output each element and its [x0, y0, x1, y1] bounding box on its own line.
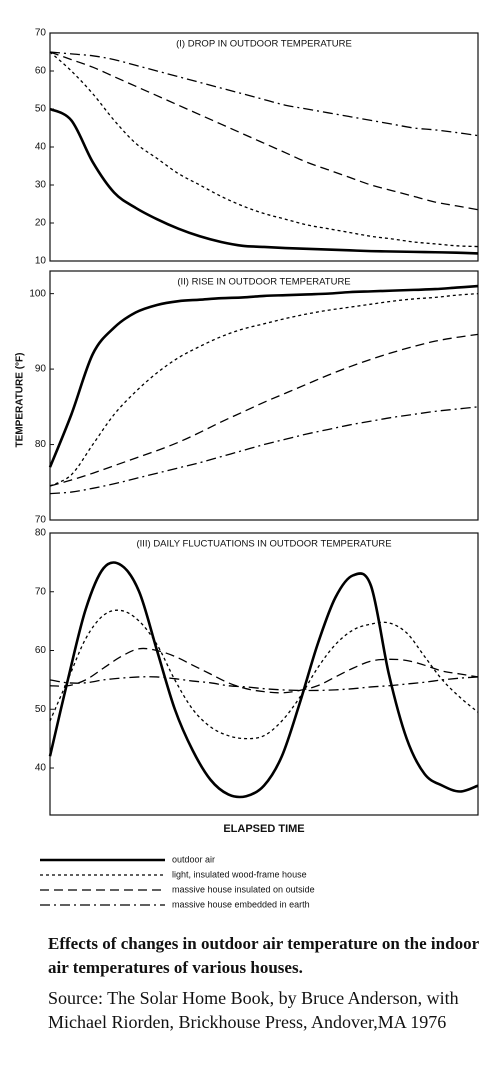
series-line	[49, 292, 479, 487]
panel-title: (III) DAILY FLUCTUATIONS IN OUTDOOR TEMP…	[136, 539, 391, 550]
y-tick-label: 90	[35, 364, 47, 375]
y-tick-label: 70	[35, 28, 47, 39]
plot-frame	[49, 32, 479, 262]
series-line	[49, 609, 479, 740]
y-tick-label: 80	[35, 528, 47, 539]
y-tick-label: 20	[35, 218, 47, 229]
series-line	[49, 51, 479, 137]
panel-title: (I) DROP IN OUTDOOR TEMPERATURE	[176, 39, 352, 50]
y-tick-label: 100	[29, 288, 46, 299]
legend-label: massive house insulated on outside	[172, 884, 315, 894]
series-line	[49, 406, 479, 495]
series-line	[49, 51, 479, 248]
series-line	[49, 333, 479, 487]
y-tick-label: 50	[35, 104, 47, 115]
y-tick-label: 70	[35, 586, 47, 597]
series-line	[49, 107, 479, 255]
y-tick-label: 30	[35, 180, 47, 191]
legend-label: massive house embedded in earth	[172, 899, 310, 909]
caption-source: Source: The Solar Home Book, by Bruce An…	[48, 988, 459, 1032]
x-axis-label: ELAPSED TIME	[223, 823, 304, 835]
chart: TEMPERATURE (°F) ELAPSED TIME (I) DROP I…	[15, 28, 479, 909]
y-tick-label: 60	[35, 66, 47, 77]
series-line	[49, 647, 479, 694]
y-tick-label: 40	[35, 142, 47, 153]
series-line	[48, 561, 479, 799]
plot-frame	[49, 532, 479, 816]
y-tick-label: 50	[35, 704, 47, 715]
legend-label: outdoor air	[172, 854, 215, 864]
series-line	[48, 284, 479, 468]
y-tick-label: 40	[35, 763, 47, 774]
y-tick-label: 70	[35, 515, 47, 526]
y-tick-label: 80	[35, 439, 47, 450]
series-line	[49, 676, 479, 692]
plot-frame	[49, 270, 479, 521]
panel-title: (II) RISE IN OUTDOOR TEMPERATURE	[177, 277, 350, 288]
legend-label: light, insulated wood-frame house	[172, 869, 307, 879]
series-line	[49, 51, 479, 211]
caption-title: Effects of changes in outdoor air temper…	[48, 934, 479, 977]
y-axis-label: TEMPERATURE (°F)	[15, 353, 26, 448]
y-tick-label: 60	[35, 645, 47, 656]
y-tick-label: 10	[35, 256, 47, 267]
